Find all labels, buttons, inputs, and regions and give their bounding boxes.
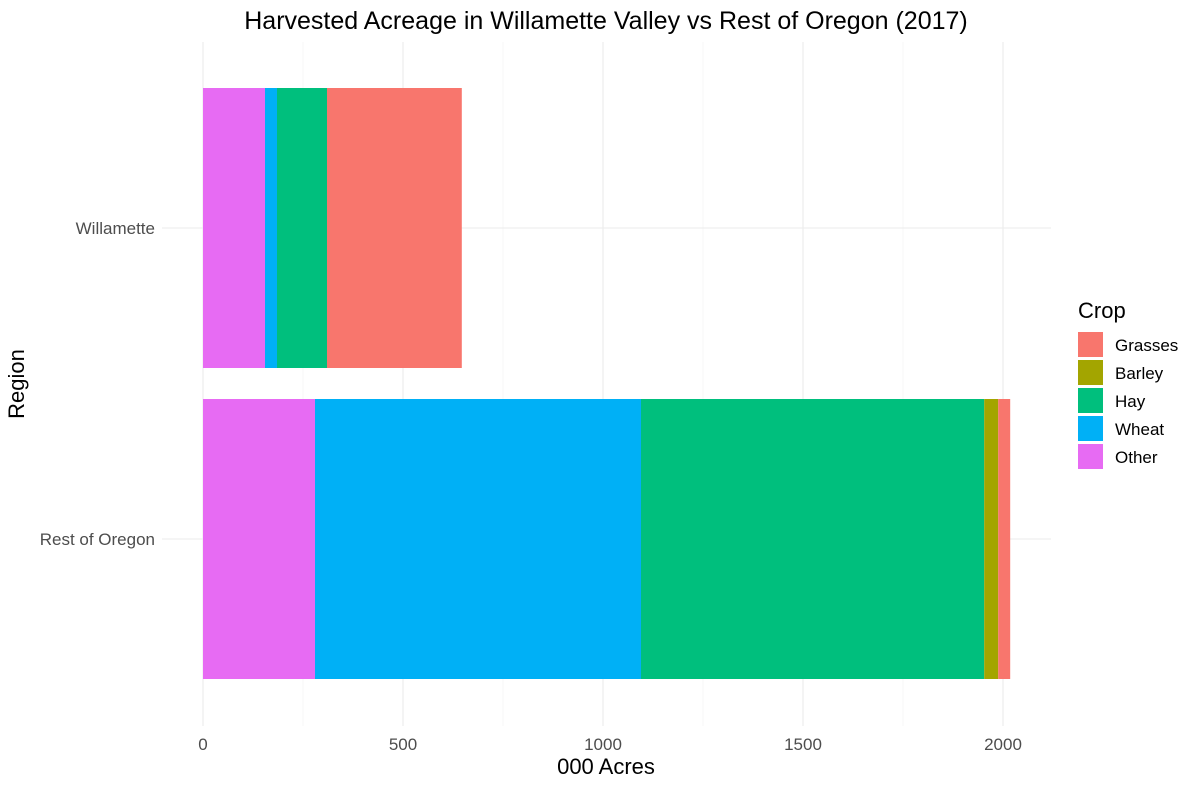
legend-key-barley	[1078, 360, 1103, 385]
legend-label-barley: Barley	[1115, 364, 1164, 383]
x-tick-label: 1000	[584, 735, 622, 754]
legend-label-wheat: Wheat	[1115, 420, 1164, 439]
legend-key-grasses	[1078, 332, 1103, 357]
y-tick-label: Willamette	[76, 219, 155, 238]
x-tick-label: 500	[389, 735, 417, 754]
bar-segment-wheat-rest-of-oregon	[315, 399, 641, 679]
legend-key-other	[1078, 444, 1103, 469]
bar-segment-grasses-willamette	[327, 88, 462, 368]
x-axis-title: 000 Acres	[557, 754, 655, 779]
legend-label-other: Other	[1115, 448, 1158, 467]
bar-segment-hay-rest-of-oregon	[641, 399, 985, 679]
bar-segment-other-willamette	[203, 88, 265, 368]
legend-label-hay: Hay	[1115, 392, 1146, 411]
bar-segment-grasses-rest-of-oregon	[998, 399, 1011, 679]
legend-title: Crop	[1078, 298, 1126, 323]
x-tick-label: 1500	[784, 735, 822, 754]
bar-segment-hay-willamette	[277, 88, 327, 368]
x-tick-label: 0	[198, 735, 207, 754]
y-tick-labels: Willamette Rest of Oregon	[40, 219, 155, 549]
bar-segment-other-rest-of-oregon	[203, 399, 315, 679]
legend-key-hay	[1078, 388, 1103, 413]
legend-label-grasses: Grasses	[1115, 336, 1178, 355]
y-axis-title: Region	[4, 349, 29, 419]
bars	[203, 88, 1011, 679]
legend-key-wheat	[1078, 416, 1103, 441]
bar-segment-wheat-willamette	[265, 88, 277, 368]
chart-title: Harvested Acreage in Willamette Valley v…	[244, 7, 967, 35]
bar-segment-barley-rest-of-oregon	[984, 399, 999, 679]
y-tick-label: Rest of Oregon	[40, 530, 155, 549]
x-tick-label: 2000	[984, 735, 1022, 754]
x-tick-labels: 0 500 1000 1500 2000	[198, 735, 1022, 754]
legend: Crop Grasses Barley Hay Wheat Other	[1078, 298, 1178, 469]
